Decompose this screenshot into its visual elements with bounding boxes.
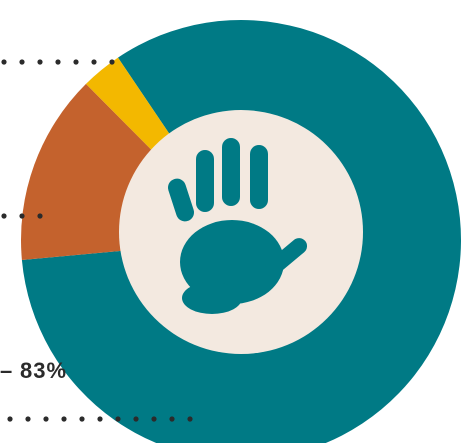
leader-dot: [169, 416, 175, 422]
leader-dot: [187, 416, 193, 422]
leader-dot: [91, 59, 97, 65]
leader-dot: [73, 59, 79, 65]
leader-dot: [55, 59, 61, 65]
leader-lines: [1, 59, 193, 422]
hand-icon: [167, 138, 308, 314]
leader-dot: [19, 213, 25, 219]
dash: –: [0, 358, 13, 383]
leader-dot: [37, 213, 43, 219]
leader-dot: [1, 59, 7, 65]
leader-dot: [115, 416, 121, 422]
leader-dot: [151, 416, 157, 422]
leader-dot: [19, 59, 25, 65]
leader-dot: [1, 213, 7, 219]
leader-dot: [61, 416, 67, 422]
leader-dot: [37, 59, 43, 65]
leader-dot: [97, 416, 103, 422]
leader-dot: [133, 416, 139, 422]
leader-dot: [79, 416, 85, 422]
leader-dot: [109, 59, 115, 65]
leader-dot: [43, 416, 49, 422]
leader-dot: [7, 416, 13, 422]
value-label: 83%: [20, 358, 67, 383]
leader-dot: [25, 416, 31, 422]
